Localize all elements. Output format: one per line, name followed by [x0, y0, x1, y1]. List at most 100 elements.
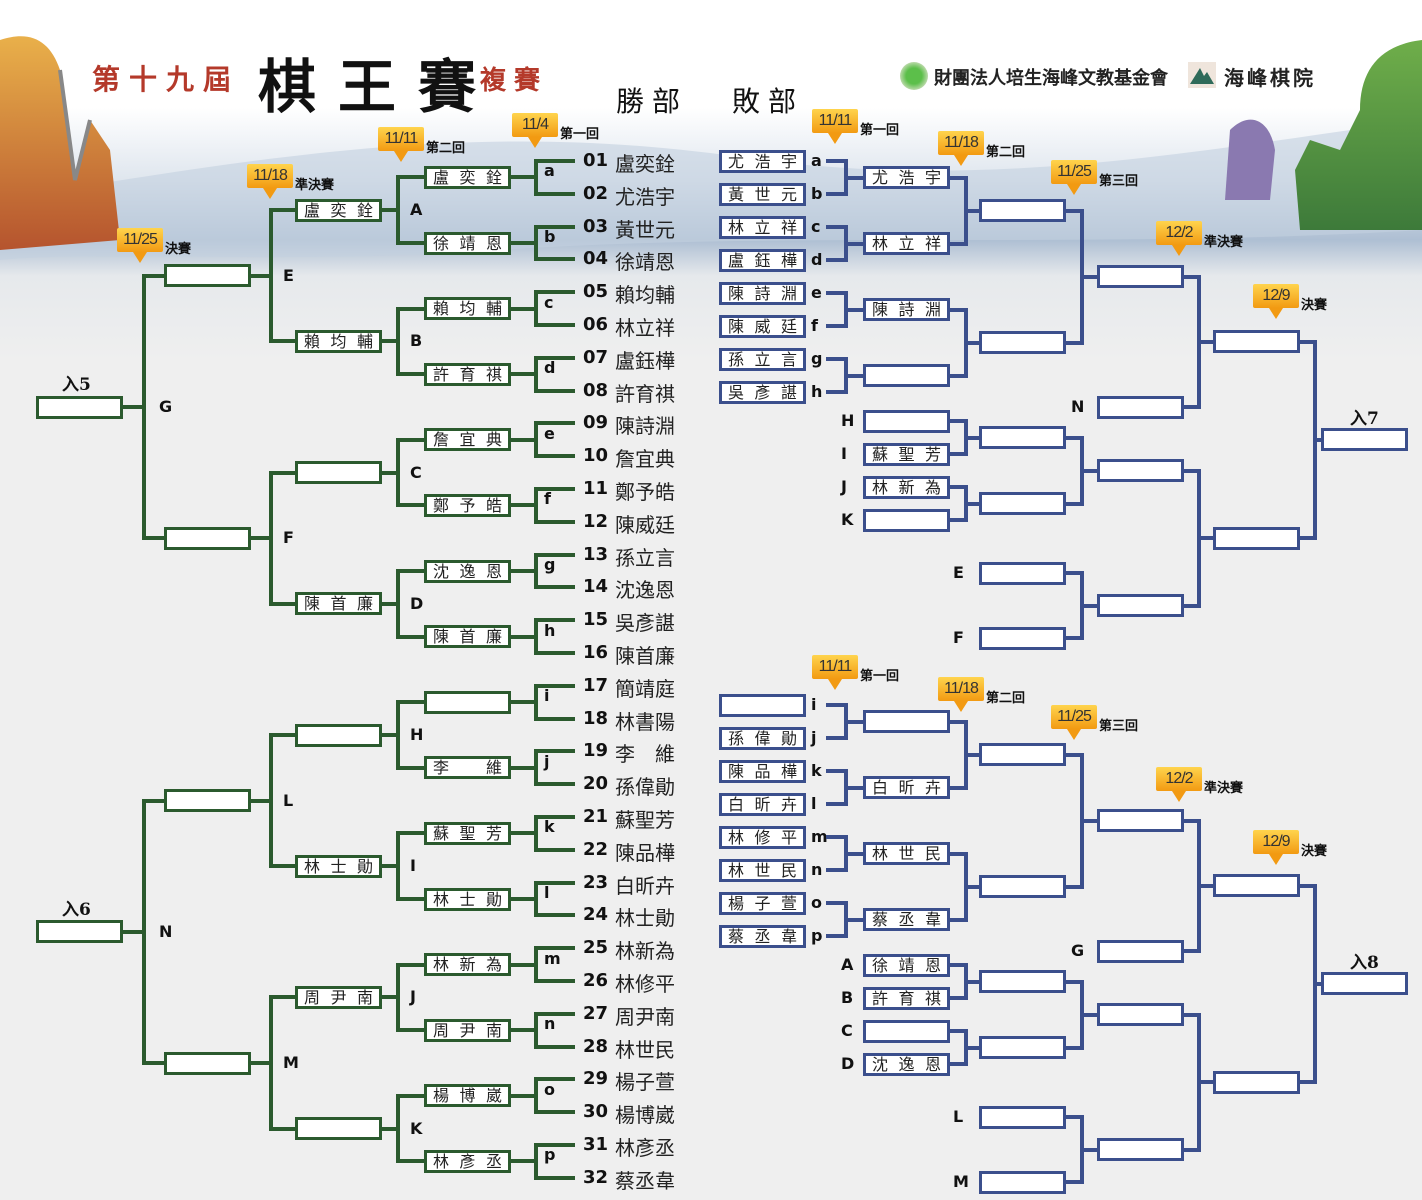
player-name: 徐靖恩	[615, 250, 675, 275]
bracket-line	[398, 962, 424, 967]
player-name: 盧奕銓	[615, 152, 675, 176]
loser-box: 陳詩淵	[719, 281, 806, 305]
loser-box	[979, 331, 1066, 354]
drop-letter: M	[953, 1172, 969, 1191]
bracket-line	[142, 798, 146, 1065]
bracket-line	[826, 868, 846, 872]
player-number: 32	[583, 1166, 609, 1188]
match-letter: F	[283, 528, 294, 548]
player-name: 蔡丞韋	[615, 1168, 675, 1193]
bracket-line	[1183, 468, 1199, 473]
bracket-line	[510, 700, 536, 705]
drop-letter: a	[811, 151, 822, 170]
player-number: 19	[583, 740, 609, 762]
match-letter: h	[544, 620, 556, 640]
bracket-line	[846, 241, 863, 246]
bracket-line	[536, 454, 575, 459]
match-letter: o	[544, 1079, 555, 1099]
bracket-line	[510, 306, 536, 311]
bracket-line	[1066, 884, 1082, 889]
bracket-line	[536, 1044, 575, 1049]
bracket-line	[950, 175, 966, 180]
winner-box: 許育祺	[424, 362, 511, 386]
match-letter: I	[410, 856, 416, 876]
bracket-line	[536, 552, 575, 557]
drop-letter: j	[811, 728, 817, 747]
loser-box: 林世民	[719, 858, 806, 882]
loser-box	[719, 693, 806, 717]
player-number: 27	[583, 1002, 609, 1024]
bracket-line	[826, 159, 846, 163]
winner-box	[295, 1117, 382, 1141]
player-name: 李 維	[615, 742, 675, 767]
bracket-line	[846, 307, 863, 312]
loser-box	[863, 710, 950, 733]
player-name: 孫偉勛	[615, 775, 675, 800]
bracket-line	[536, 1077, 575, 1082]
player-name: 陳品樺	[615, 840, 675, 865]
clover-logo-icon	[900, 62, 928, 90]
player-name: 林書陽	[615, 709, 675, 734]
bracket-line	[950, 241, 966, 246]
winner-box: 林彥丞	[424, 1149, 511, 1173]
loser-box	[979, 743, 1066, 766]
bracket-line	[950, 719, 966, 724]
bracket-line	[1299, 1080, 1315, 1084]
bracket-line	[510, 175, 536, 180]
round-label: 第一回	[860, 123, 900, 138]
bracket-line	[1066, 571, 1082, 575]
loser-box: 陳品樺	[719, 759, 806, 783]
loser-box: 林立祥	[863, 232, 950, 255]
bracket-line	[1066, 340, 1082, 345]
loser-box	[1213, 330, 1300, 354]
loser-box	[979, 1105, 1066, 1129]
round-label: 第一回	[860, 669, 900, 684]
drop-letter: E	[953, 563, 964, 582]
winners-bracket-heading: 勝部	[616, 85, 689, 118]
match-letter: l	[544, 883, 550, 902]
bracket-line	[122, 929, 144, 934]
bracket-line	[950, 373, 966, 378]
bracket-line	[510, 634, 536, 639]
bracket-line	[1199, 536, 1213, 540]
loser-box: 孫立言	[719, 347, 806, 371]
player-number: 18	[583, 707, 609, 729]
bracket-line	[381, 864, 398, 869]
winner-box: 楊博崴	[424, 1084, 511, 1108]
player-number: 30	[583, 1101, 609, 1123]
player-name: 沈逸恩	[615, 578, 675, 603]
winner-box: 周尹南	[424, 1018, 511, 1042]
bracket-line	[269, 733, 273, 869]
bracket-line	[1066, 208, 1082, 213]
loser-box: 吳彥諶	[719, 380, 806, 404]
drop-letter: m	[811, 827, 828, 846]
bracket-line	[1082, 818, 1097, 823]
bracket-line	[950, 307, 966, 312]
loser-box	[979, 970, 1066, 993]
player-name: 孫立言	[615, 545, 675, 570]
bracket-line	[381, 339, 398, 344]
player-number: 21	[583, 806, 609, 827]
bracket-line	[144, 536, 164, 541]
loser-box	[979, 492, 1066, 515]
bracket-line	[510, 962, 536, 967]
winner-box: 林新為	[424, 953, 511, 977]
match-letter: c	[544, 292, 554, 312]
round-label: 第二回	[986, 145, 1026, 160]
bracket-line	[122, 405, 144, 409]
match-letter: G	[159, 397, 173, 416]
bracket-line	[1183, 1012, 1199, 1017]
bracket-line	[966, 340, 979, 345]
bracket-line	[950, 452, 966, 456]
bracket-line	[250, 536, 271, 541]
loser-box	[1097, 1003, 1184, 1026]
bracket-line	[1082, 603, 1097, 608]
bracket-line	[950, 851, 966, 856]
bracket-line	[1199, 339, 1213, 344]
bracket-line	[950, 1029, 966, 1033]
bracket-line	[271, 733, 295, 737]
match-letter: N	[159, 921, 173, 941]
bracket-line	[510, 1159, 536, 1164]
bracket-line	[846, 719, 863, 724]
stage-title: 複賽	[480, 66, 549, 96]
